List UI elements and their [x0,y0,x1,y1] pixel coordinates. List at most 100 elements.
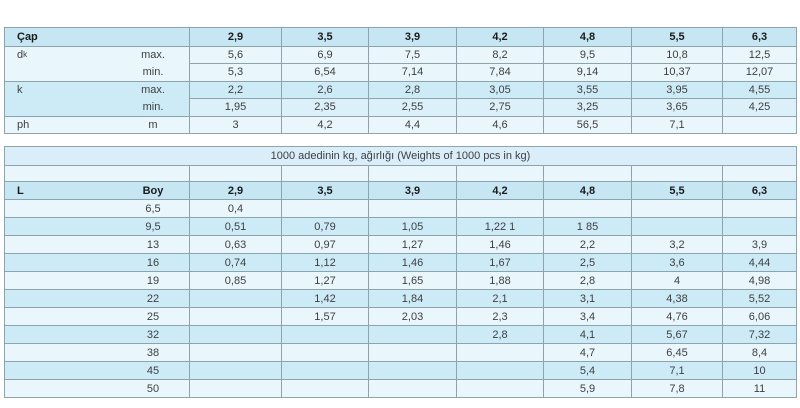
value-cell: 4 [631,272,722,289]
row-label-area: 38 [5,344,189,361]
boy-value: 13 [146,238,160,251]
value-cell: 4,98 [722,272,796,289]
row-label-area: 9,5 [5,218,189,235]
table-row: min. 1,95 2,35 2,55 2,75 3,25 3,65 4,25 [5,98,796,116]
value-cell: 0,63 [189,236,281,253]
value-cell: 0,51 [189,218,281,235]
column-header: 4,2 [456,182,543,199]
row-label [5,326,117,343]
table-row: 38 4,7 6,45 8,4 [5,343,796,361]
value-cell: 6,45 [631,344,722,361]
value-cell: 3,05 [456,81,543,98]
value-cell: 1,65 [368,272,456,289]
value-cell: 1,46 [456,236,543,253]
value-cell [368,200,456,217]
value-cell: 8,2 [456,46,543,63]
value-cell [281,200,368,217]
value-cell: 4,1 [543,326,631,343]
value-cell: 3,25 [543,98,631,116]
row-label: k [17,83,23,96]
table-row: 13 0,63 0,97 1,27 1,46 2,2 3,2 3,9 [5,235,796,253]
empty-cell [368,166,456,181]
column-header: 3,5 [281,28,368,46]
value-cell: 0,79 [281,218,368,235]
row-label [5,290,117,307]
value-cell: 5,67 [631,326,722,343]
value-cell [456,362,543,379]
value-cell: 5,9 [543,380,631,397]
value-cell: 3,4 [543,308,631,325]
row-measure: m [148,118,158,131]
row-label [5,236,117,253]
value-cell [631,200,722,217]
table-row: 6,5 0,4 [5,199,796,217]
value-cell [281,326,368,343]
table-row: 16 0,74 1,12 1,46 1,67 2,5 3,6 4,44 [5,253,796,271]
table-row: d k max. 5,6 6,9 7,5 8,2 9,5 10,8 12,5 [5,45,796,63]
empty-cell [631,166,722,181]
value-cell: 2,8 [456,326,543,343]
value-cell: 0,85 [189,272,281,289]
boy-value: 6,5 [145,202,161,215]
value-cell [281,362,368,379]
value-cell: 11 [722,380,796,397]
column-header-l: L [17,184,24,197]
row-label-area: 16 [5,254,189,271]
row-label [5,218,117,235]
value-cell: 7,1 [631,116,722,133]
value-cell: 1 85 [543,218,631,235]
value-cell [722,218,796,235]
empty-cell [281,166,368,181]
value-cell: 8,4 [722,344,796,361]
table-header-row: L Boy 2,9 3,5 3,9 4,2 4,8 5,5 6,3 [5,181,796,199]
value-cell: 7,14 [368,63,456,81]
value-cell [189,362,281,379]
value-cell: 1,57 [281,308,368,325]
value-cell [368,326,456,343]
value-cell: 5,3 [189,63,281,81]
value-cell: 1,95 [189,98,281,116]
spacer-row [5,165,796,181]
value-cell: 12,5 [722,46,796,63]
value-cell [368,344,456,361]
table-title-row: 1000 adedinin kg, ağırlığı (Weights of 1… [5,147,796,165]
value-cell: 7,1 [631,362,722,379]
row-label-area: ph m [5,117,189,134]
boy-value: 25 [146,310,160,323]
value-cell: 4,38 [631,290,722,307]
row-label [5,362,117,379]
boy-value: 32 [146,328,160,341]
value-cell: 9,14 [543,63,631,81]
value-cell: 3 [189,116,281,133]
column-header: 4,8 [543,182,631,199]
row-label-area: 50 [5,380,189,397]
value-cell: 2,2 [543,236,631,253]
row-label [5,254,117,271]
value-cell: 1,42 [281,290,368,307]
value-cell: 9,5 [543,46,631,63]
value-cell: 0,4 [189,200,281,217]
table-row: 32 2,8 4,1 5,67 7,32 [5,325,796,343]
value-cell: 3,65 [631,98,722,116]
row-label [5,200,117,217]
value-cell: 3,1 [543,290,631,307]
value-cell [189,344,281,361]
empty-cell [722,166,796,181]
boy-value: 50 [146,382,160,395]
value-cell: 5,4 [543,362,631,379]
value-cell: 5,52 [722,290,796,307]
value-cell: 4,76 [631,308,722,325]
table-header-row: Çap 2,9 3,5 3,9 4,2 4,8 5,5 6,3 [5,28,796,46]
value-cell: 4,55 [722,81,796,98]
value-cell: 0,74 [189,254,281,271]
table-row: 50 5,9 7,8 11 [5,379,796,397]
row-label [5,380,117,397]
value-cell: 3,95 [631,81,722,98]
column-header: 5,5 [631,28,722,46]
table-title: 1000 adedinin kg, ağırlığı (Weights of 1… [270,150,531,162]
column-header: 6,3 [722,28,796,46]
row-measure: max. [141,83,165,96]
value-cell: 4,44 [722,254,796,271]
table-row: min. 5,3 6,54 7,14 7,84 9,14 10,37 12,07 [5,63,796,81]
